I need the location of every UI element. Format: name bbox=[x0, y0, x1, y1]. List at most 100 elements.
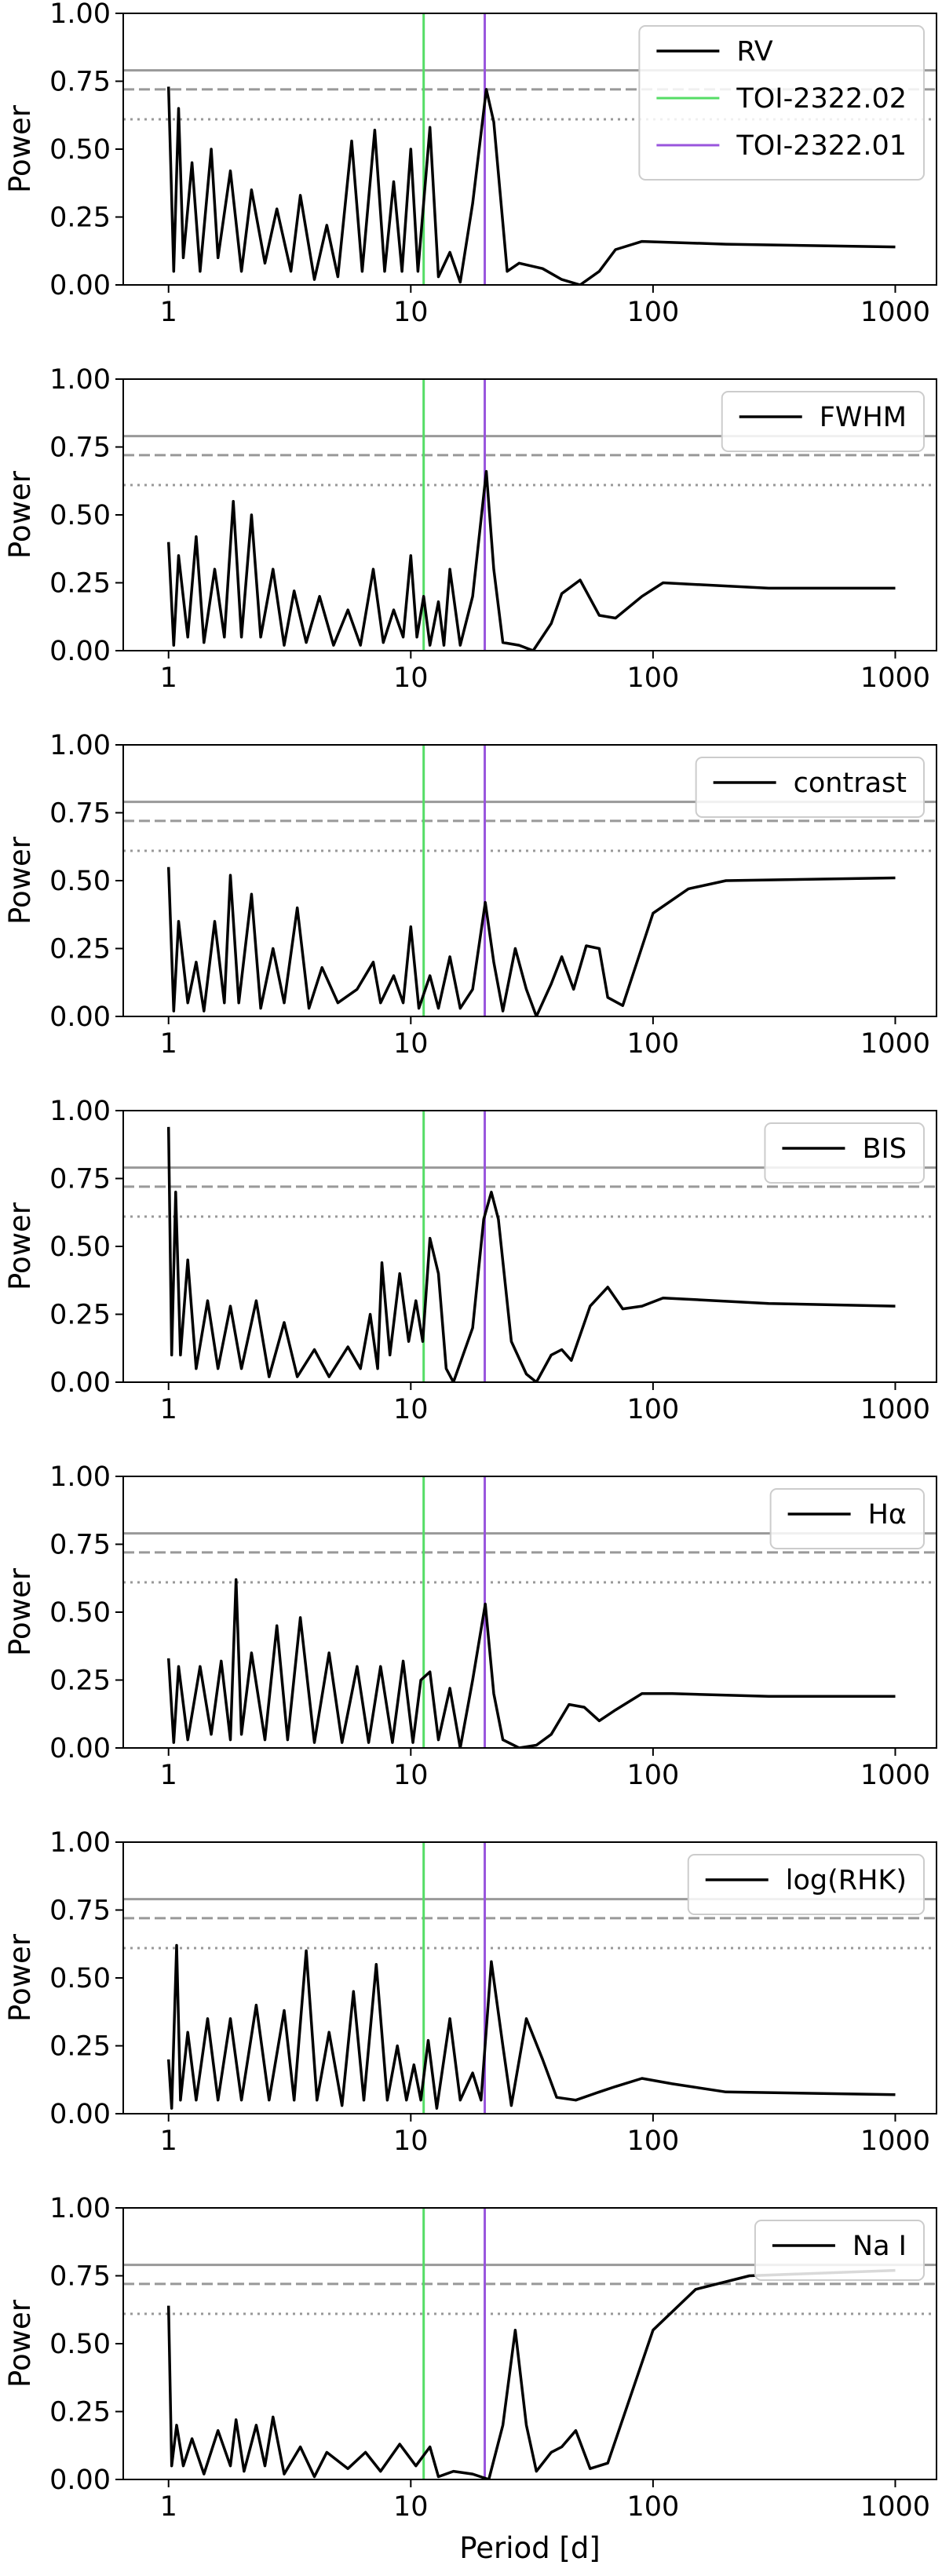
y-tick-label: 0.50 bbox=[49, 500, 111, 531]
x-tick-label: 1 bbox=[160, 662, 177, 694]
legend-box bbox=[687, 1854, 925, 1915]
legend-label: log(RHK) bbox=[786, 1865, 907, 1896]
y-tick-label: 0.75 bbox=[49, 1530, 111, 1561]
y-tick-label: 1.00 bbox=[49, 2193, 111, 2224]
x-tick-label: 1000 bbox=[860, 1028, 930, 1060]
legend: RV TOI-2322.02 TOI-2322.01 bbox=[638, 25, 925, 181]
y-axis-label: Power bbox=[3, 470, 37, 559]
y-tick-label: 0.50 bbox=[49, 2329, 111, 2360]
y-tick-label: 0.50 bbox=[49, 134, 111, 166]
x-tick-label: 100 bbox=[626, 297, 679, 328]
x-tick-label: 1000 bbox=[860, 662, 930, 694]
y-tick-label: 0.25 bbox=[49, 2031, 111, 2063]
periodogram-line bbox=[166, 1943, 896, 2110]
x-tick-label: 10 bbox=[393, 2491, 429, 2523]
legend-box bbox=[721, 391, 925, 452]
y-tick-label: 0.50 bbox=[49, 1231, 111, 1263]
legend-label: BIS bbox=[862, 1133, 907, 1165]
x-tick-label: 1 bbox=[160, 297, 177, 328]
legend: Hα bbox=[769, 1488, 925, 1549]
legend-label: Na I bbox=[853, 2231, 907, 2262]
legend-label: FWHM bbox=[820, 402, 907, 433]
y-tick-label: 0.25 bbox=[49, 568, 111, 600]
x-tick-label: 100 bbox=[626, 1760, 679, 1791]
legend-label: Hα bbox=[868, 1499, 907, 1531]
x-tick-label: 1 bbox=[160, 1760, 177, 1791]
x-tick-label: 1 bbox=[160, 1028, 177, 1060]
y-tick-label: 1.00 bbox=[49, 0, 111, 30]
y-axis-label: Power bbox=[3, 1567, 37, 1656]
y-tick-label: 0.50 bbox=[49, 1963, 111, 1994]
x-tick-label: 1 bbox=[160, 2491, 177, 2523]
y-tick-label: 1.00 bbox=[49, 1827, 111, 1859]
y-tick-label: 0.50 bbox=[49, 1597, 111, 1629]
x-tick-label: 10 bbox=[393, 297, 429, 328]
x-tick-label: 10 bbox=[393, 662, 429, 694]
x-tick-label: 100 bbox=[626, 1028, 679, 1060]
y-tick-label: 1.00 bbox=[49, 1096, 111, 1127]
y-tick-label: 0.25 bbox=[49, 203, 111, 234]
legend-box bbox=[695, 757, 925, 818]
legend-label: contrast bbox=[794, 768, 907, 799]
legend-box bbox=[769, 1488, 925, 1549]
y-axis-label: Power bbox=[3, 1933, 37, 2022]
y-tick-label: 0.25 bbox=[49, 1666, 111, 1697]
y-tick-label: 0.75 bbox=[49, 432, 111, 464]
x-tick-label: 10 bbox=[393, 1028, 429, 1060]
x-tick-label: 100 bbox=[626, 662, 679, 694]
x-tick-label: 10 bbox=[393, 1394, 429, 1425]
legend-box bbox=[638, 25, 925, 181]
legend: BIS bbox=[764, 1122, 925, 1184]
y-axis-label: Power bbox=[3, 2299, 37, 2388]
y-tick-label: 0.25 bbox=[49, 1300, 111, 1331]
y-tick-label: 0.00 bbox=[49, 1367, 111, 1399]
x-axis-label: Period [d] bbox=[459, 2531, 601, 2565]
y-axis-label: Power bbox=[3, 836, 37, 925]
legend: FWHM bbox=[721, 391, 925, 452]
legend-label: TOI-2322.02 bbox=[736, 83, 907, 115]
y-tick-label: 1.00 bbox=[49, 1461, 111, 1493]
periodogram-line bbox=[166, 1126, 896, 1382]
y-tick-label: 0.00 bbox=[49, 270, 111, 301]
y-tick-label: 1.00 bbox=[49, 364, 111, 396]
x-tick-label: 1000 bbox=[860, 1394, 930, 1425]
periodogram-line bbox=[166, 86, 896, 285]
legend: contrast bbox=[695, 757, 925, 818]
x-tick-label: 10 bbox=[393, 1760, 429, 1791]
y-tick-label: 0.75 bbox=[49, 798, 111, 830]
legend-box bbox=[764, 1122, 925, 1184]
x-tick-label: 1000 bbox=[860, 297, 930, 328]
y-axis-label: Power bbox=[3, 1202, 37, 1290]
y-tick-label: 0.00 bbox=[49, 2465, 111, 2496]
y-tick-label: 0.25 bbox=[49, 2397, 111, 2428]
periodogram-line bbox=[166, 469, 896, 651]
y-tick-label: 0.00 bbox=[49, 2099, 111, 2130]
y-tick-label: 0.00 bbox=[49, 636, 111, 667]
y-tick-label: 0.75 bbox=[49, 67, 111, 98]
periodogram-line bbox=[166, 867, 896, 1016]
y-tick-label: 0.00 bbox=[49, 1733, 111, 1764]
legend: log(RHK) bbox=[687, 1854, 925, 1915]
y-tick-label: 0.75 bbox=[49, 1164, 111, 1195]
x-tick-label: 100 bbox=[626, 1394, 679, 1425]
y-tick-label: 1.00 bbox=[49, 730, 111, 761]
x-tick-label: 10 bbox=[393, 2125, 429, 2157]
y-tick-label: 0.25 bbox=[49, 934, 111, 965]
legend-box bbox=[754, 2220, 925, 2281]
y-tick-label: 0.75 bbox=[49, 1896, 111, 1927]
legend-label: TOI-2322.01 bbox=[736, 130, 907, 162]
y-tick-label: 0.00 bbox=[49, 1002, 111, 1033]
x-tick-label: 100 bbox=[626, 2125, 679, 2157]
y-tick-label: 0.50 bbox=[49, 866, 111, 897]
periodogram-line bbox=[166, 1578, 896, 1748]
legend: Na I bbox=[754, 2220, 925, 2281]
x-tick-label: 1 bbox=[160, 1394, 177, 1425]
x-tick-label: 1000 bbox=[860, 2125, 930, 2157]
y-tick-label: 0.75 bbox=[49, 2261, 111, 2293]
y-axis-label: Power bbox=[3, 104, 37, 193]
x-tick-label: 1 bbox=[160, 2125, 177, 2157]
legend-label: RV bbox=[736, 36, 772, 68]
x-tick-label: 1000 bbox=[860, 2491, 930, 2523]
